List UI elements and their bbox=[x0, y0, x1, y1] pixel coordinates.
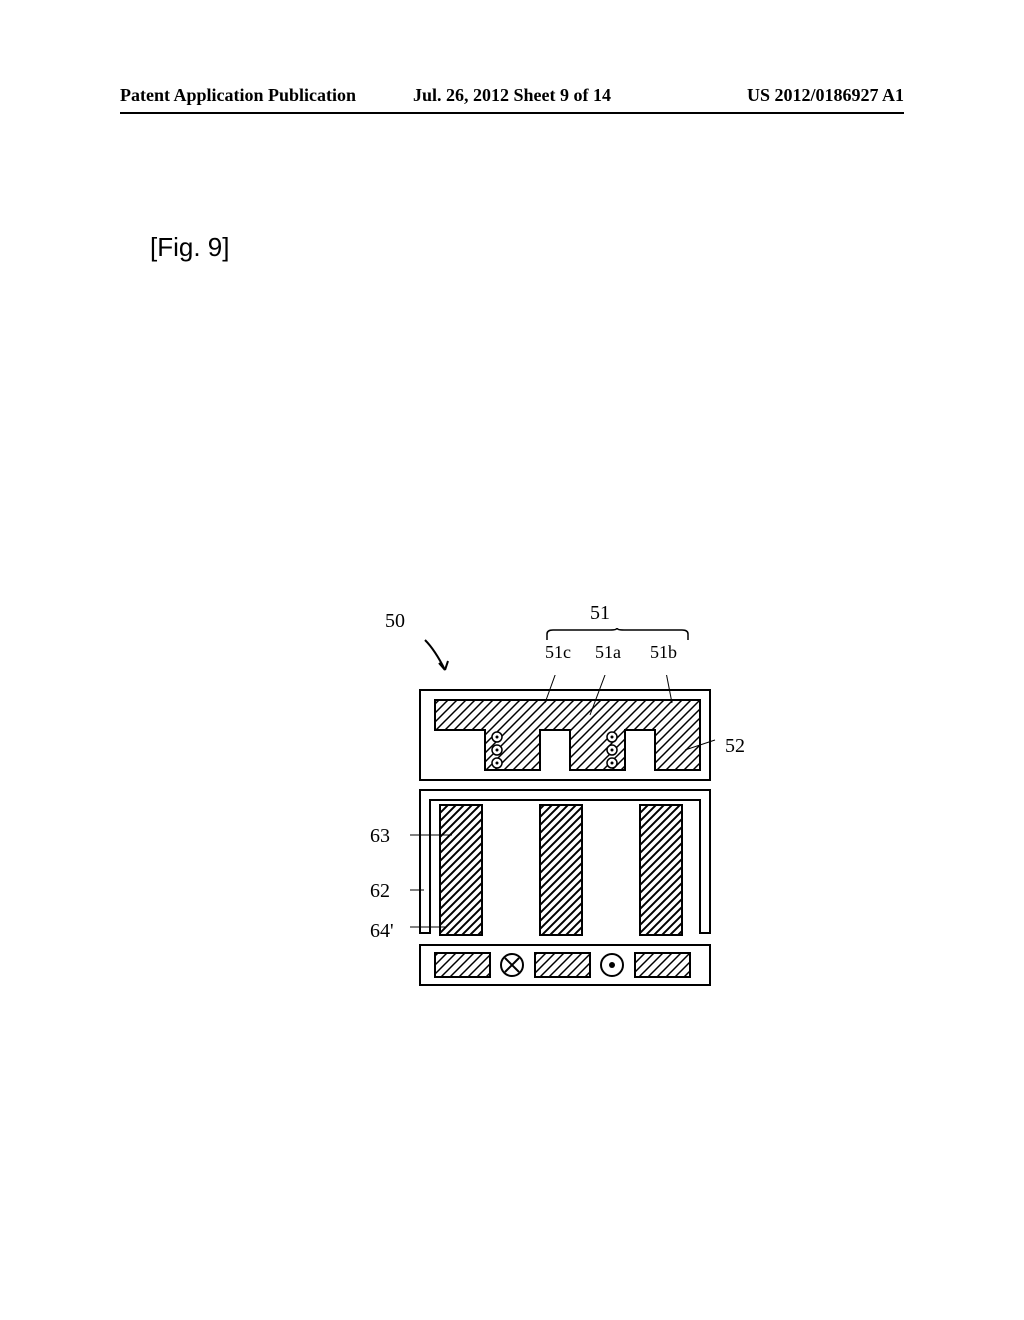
label-ref-64prime: 64' bbox=[370, 920, 394, 943]
label-ref-63: 63 bbox=[370, 825, 390, 848]
bracket-51-icon bbox=[545, 628, 690, 643]
header-divider bbox=[120, 112, 904, 114]
patent-diagram-icon bbox=[410, 675, 740, 995]
label-ref-50: 50 bbox=[385, 610, 405, 633]
header-publication-type: Patent Application Publication bbox=[120, 85, 381, 106]
label-ref-51a: 51a bbox=[595, 642, 621, 663]
diagram-container: 50 51 51c 51a 51b 52 63 62 64' bbox=[370, 620, 770, 1020]
header-date-sheet: Jul. 26, 2012 Sheet 9 of 14 bbox=[381, 85, 642, 106]
figure-label: [Fig. 9] bbox=[150, 232, 229, 263]
label-ref-51: 51 bbox=[590, 602, 610, 625]
label-ref-51c: 51c bbox=[545, 642, 571, 663]
header-publication-number: US 2012/0186927 A1 bbox=[643, 85, 904, 106]
label-ref-51b: 51b bbox=[650, 642, 677, 663]
label-ref-62: 62 bbox=[370, 880, 390, 903]
